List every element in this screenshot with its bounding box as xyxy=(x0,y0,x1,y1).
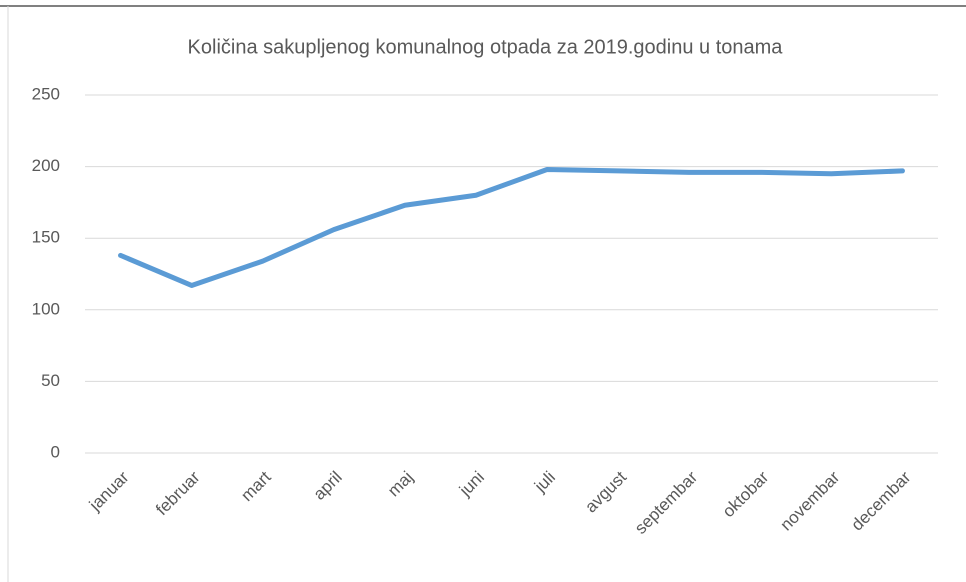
y-tick-label: 50 xyxy=(41,371,60,390)
y-tick-label: 0 xyxy=(51,442,60,461)
x-tick-label: oktobar xyxy=(719,467,773,521)
x-tick-label: januar xyxy=(85,467,133,515)
x-tick-label: februar xyxy=(152,467,204,519)
x-tick-label: april xyxy=(310,468,346,504)
x-tick-label: juli xyxy=(530,468,559,497)
x-tick-label: avgust xyxy=(581,467,630,516)
y-tick-label: 250 xyxy=(32,84,60,103)
chart-title: Količina sakupljenog komunalnog otpada z… xyxy=(188,36,784,58)
x-tick-label: novembar xyxy=(776,467,843,534)
x-tick-label: maj xyxy=(384,468,417,501)
y-tick-label: 150 xyxy=(32,228,60,247)
y-tick-label: 200 xyxy=(32,156,60,175)
x-tick-label: mart xyxy=(237,467,275,505)
y-tick-label: 100 xyxy=(32,299,60,318)
x-tick-label: juni xyxy=(455,468,488,501)
x-tick-label: decembar xyxy=(848,467,915,534)
line xyxy=(118,166,905,288)
x-tick-label: septembar xyxy=(631,467,701,537)
